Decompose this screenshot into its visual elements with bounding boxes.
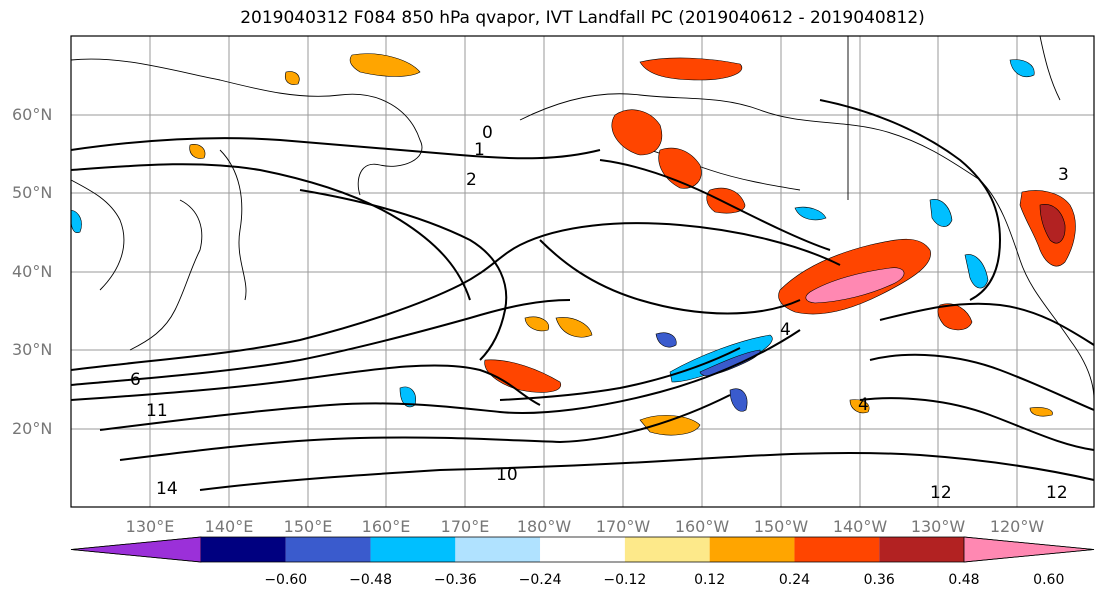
colorbar-tick-label: −0.24: [518, 572, 562, 588]
colorbar-tick-label: 0.12: [694, 572, 726, 588]
contour-labels: 0 1 2 3 4 4 10 12 6 11 12 14: [130, 123, 1069, 503]
longitude-tick-label: 160°E: [361, 517, 411, 536]
map-title: 2019040312 F084 850 hPa qvapor, IVT Land…: [240, 8, 925, 28]
contour-label: 10: [496, 465, 518, 485]
contour-label: 6: [130, 370, 141, 390]
longitude-tick-label: 140°W: [832, 517, 888, 536]
colorbar-segment: [794, 537, 880, 562]
shaded-negative-anomalies: [70, 59, 1035, 412]
longitude-tick-label: 180°W: [516, 517, 572, 536]
contour-label: 4: [858, 395, 869, 415]
colorbar-segment: [201, 537, 286, 562]
latitude-tick-label: 60°N: [12, 105, 53, 124]
map-frame: [70, 35, 1095, 508]
colorbar-segment: [455, 537, 541, 562]
colorbar-tick-label: −0.12: [603, 572, 647, 588]
contour-label: 0: [482, 123, 493, 143]
colorbar-segment: [370, 537, 456, 562]
longitude-tick-label: 130°E: [125, 517, 175, 536]
longitude-tick-label: 150°E: [283, 517, 333, 536]
colorbar-tick-label: 0.60: [1033, 572, 1065, 588]
contour-label: 4: [780, 320, 791, 340]
colorbar-segment: [540, 537, 625, 562]
colorbar-tick-label: 0.48: [948, 572, 980, 588]
colorbar-outline: [70, 536, 1095, 563]
colorbar: [70, 536, 1095, 563]
colorbar-segment: [709, 537, 795, 562]
coastlines: [70, 35, 1095, 401]
longitude-tick-label: 170°E: [440, 517, 490, 536]
longitude-tick-label: 140°E: [204, 517, 254, 536]
colorbar-extend-low: [70, 536, 202, 563]
colorbar-tick-label: 0.24: [778, 572, 811, 588]
contour-label: 11: [146, 401, 168, 421]
graticule: [71, 36, 1094, 507]
contour-label: 1: [474, 140, 485, 160]
contour-label: 12: [930, 483, 952, 503]
colorbar-tick-label: −0.36: [433, 572, 477, 588]
latitude-tick-label: 30°N: [12, 340, 53, 359]
colorbar-segment: [624, 537, 710, 562]
colorbar-tick-label: 0.36: [863, 572, 895, 588]
latitude-tick-label: 50°N: [12, 183, 53, 202]
latitude-tick-label: 20°N: [12, 419, 53, 438]
contour-label: 12: [1046, 483, 1068, 503]
latitude-tick-label: 40°N: [12, 262, 53, 281]
longitude-tick-label: 170°W: [595, 517, 651, 536]
longitude-tick-label: 130°W: [910, 517, 966, 536]
longitude-tick-label: 150°W: [753, 517, 809, 536]
longitude-tick-label: 160°W: [674, 517, 730, 536]
contour-label: 3: [1058, 165, 1069, 185]
contour-lines: [70, 99, 1095, 491]
longitude-tick-label: 120°W: [989, 517, 1045, 536]
colorbar-extend-high: [963, 536, 1095, 563]
contour-label: 14: [156, 479, 178, 499]
contour-label: 2: [466, 170, 477, 190]
colorbar-tick-label: −0.48: [349, 572, 392, 588]
colorbar-segment: [879, 537, 964, 562]
colorbar-segment: [285, 537, 371, 562]
colorbar-tick-label: −0.60: [264, 572, 308, 588]
